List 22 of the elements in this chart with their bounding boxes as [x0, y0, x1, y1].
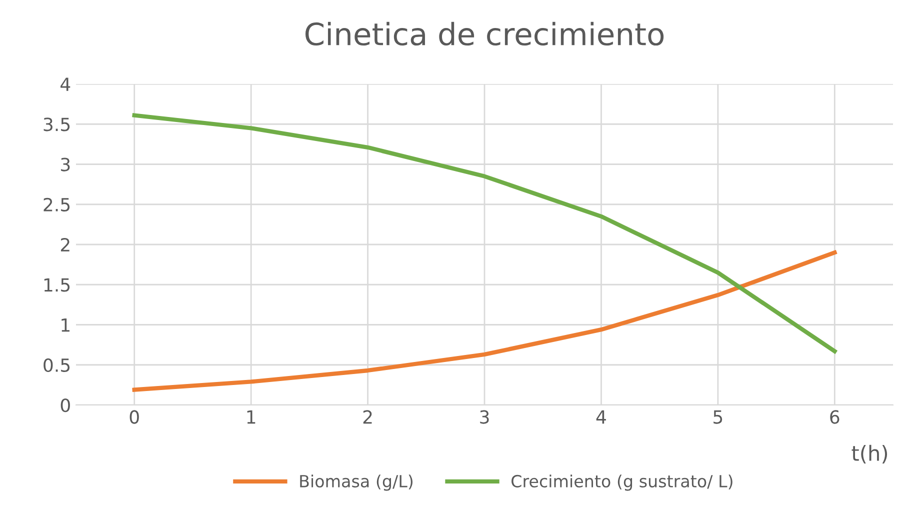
y-tick-label: 1.5 — [44, 278, 70, 292]
y-tick-label: 0.5 — [44, 358, 70, 372]
x-axis-title: t(h) — [852, 444, 888, 464]
line-series — [132, 250, 837, 392]
x-tick-label: 3 — [480, 410, 489, 424]
legend-label: Biomasa (g/L) — [300, 474, 412, 491]
chart-title: Cinetica de crecimiento — [305, 22, 664, 46]
x-tick-label: 6 — [830, 410, 840, 424]
x-tick-label: 5 — [714, 410, 722, 424]
y-tick-label: 0 — [60, 398, 70, 412]
y-tick-label: 3.5 — [44, 118, 70, 132]
legend-label: Crecimiento (g sustrato/ L) — [512, 474, 732, 491]
x-tick-label: 0 — [130, 410, 139, 424]
y-tick-label: 4 — [60, 78, 70, 91]
y-tick-label: 2 — [60, 238, 70, 252]
y-tick-label: 2.5 — [44, 198, 70, 212]
x-tick-label: 2 — [363, 410, 372, 424]
y-tick-label: 1 — [62, 318, 70, 332]
x-tick-label: 4 — [596, 410, 606, 424]
x-tick-label: 1 — [247, 410, 256, 424]
y-tick-label: 3 — [61, 158, 70, 172]
line-series — [132, 113, 837, 354]
